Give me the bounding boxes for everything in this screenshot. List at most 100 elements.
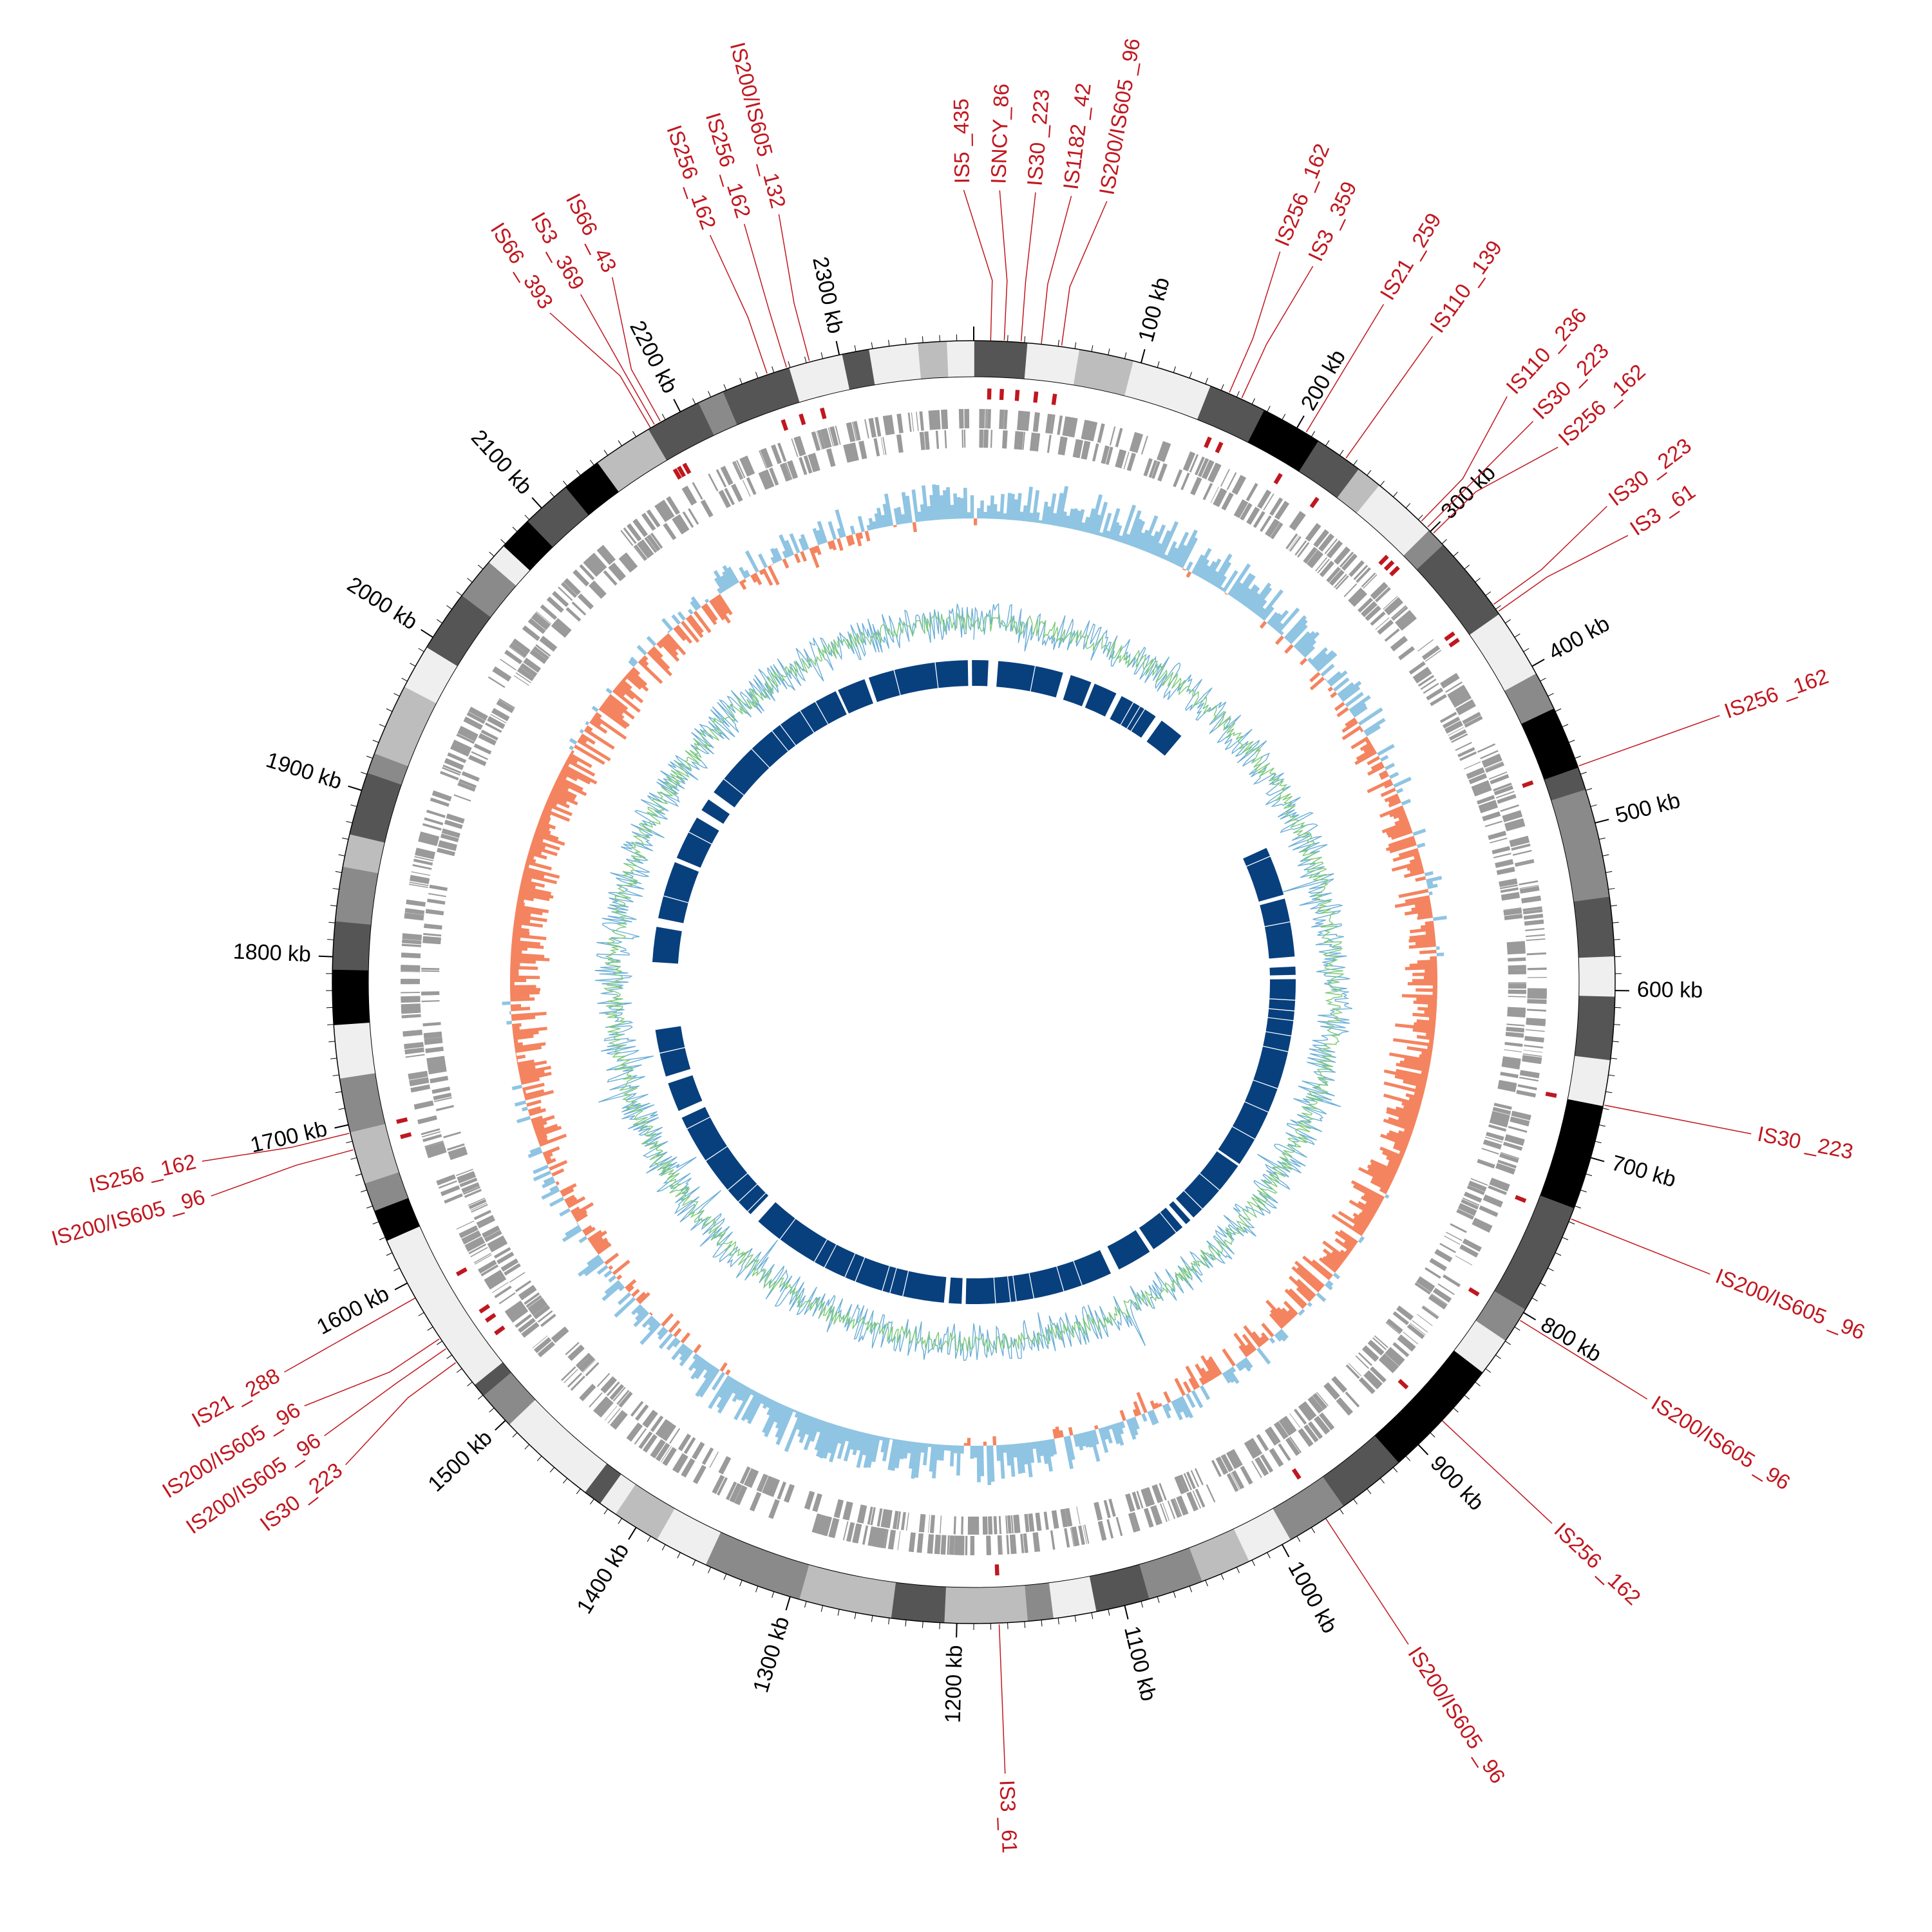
gene <box>990 430 993 448</box>
gc-skew-bar <box>1415 1086 1425 1092</box>
gc-skew-bar <box>720 574 731 589</box>
gene <box>1108 1499 1116 1517</box>
gene <box>535 644 551 657</box>
gene <box>1229 1448 1243 1468</box>
gc-skew-bar <box>929 495 936 520</box>
gene <box>911 1532 916 1553</box>
gene <box>918 1513 926 1533</box>
gc-skew-bar <box>1384 1194 1390 1199</box>
blast-block <box>655 1026 685 1053</box>
gene <box>826 448 836 468</box>
gc-skew-bar <box>535 829 559 841</box>
gene <box>986 1535 992 1555</box>
major-tick <box>318 955 333 958</box>
gc-skew-bar <box>1424 871 1434 876</box>
gene <box>1216 1456 1229 1475</box>
is-mark <box>494 1325 506 1336</box>
blast-block <box>728 1173 757 1202</box>
gene <box>1293 1408 1307 1425</box>
gene <box>531 1302 548 1316</box>
gene <box>1072 439 1078 457</box>
blast-block <box>1218 1126 1255 1164</box>
minor-tick <box>772 366 775 373</box>
gene <box>1383 596 1398 610</box>
gene <box>779 463 790 482</box>
gc-skew-bar <box>1276 1331 1287 1342</box>
gene <box>1170 1499 1181 1518</box>
gc-skew-bar <box>1133 1401 1142 1416</box>
gc-skew-bar <box>703 1364 715 1379</box>
gene <box>1392 1341 1410 1358</box>
gc-skew-bar <box>513 1034 534 1041</box>
is-leader-line <box>999 190 1008 341</box>
gc-skew-bar <box>812 546 818 554</box>
gc-skew-bar <box>1132 1416 1140 1430</box>
minor-tick <box>1392 1467 1398 1473</box>
gene <box>1097 423 1103 443</box>
ideogram-band <box>528 1417 577 1466</box>
gene <box>493 667 511 679</box>
ideogram-band <box>358 772 402 811</box>
gene <box>1020 411 1023 431</box>
gene <box>1365 1373 1379 1388</box>
gc-skew-bar <box>694 1361 710 1379</box>
gene <box>1490 1114 1510 1123</box>
kb-label: 1400 kb <box>572 1539 634 1618</box>
gene <box>1479 1205 1499 1217</box>
gene <box>1176 1497 1186 1516</box>
gc-skew-bar <box>1412 978 1437 983</box>
blast-block <box>687 1117 727 1160</box>
is-leader-line <box>324 1348 446 1437</box>
gene <box>1524 1045 1544 1049</box>
minor-tick <box>563 1478 568 1484</box>
is-element-label: IS200/IS605 _96 <box>49 1184 208 1250</box>
gene <box>1478 799 1497 811</box>
blast-block <box>1232 1102 1269 1139</box>
gc-skew-bar <box>1296 630 1316 651</box>
gc-skew-bar <box>800 551 808 562</box>
gene <box>427 898 446 905</box>
minor-tick <box>1353 1499 1358 1505</box>
gc-skew-bar <box>1254 599 1267 615</box>
gc-skew-bar <box>711 1372 726 1391</box>
gc-content-track <box>594 603 1352 1361</box>
minor-tick <box>1485 1368 1492 1373</box>
is-leader-line <box>549 312 650 428</box>
blast-block <box>1110 696 1133 725</box>
gene <box>1493 782 1512 791</box>
gc-skew-bar <box>1409 857 1421 864</box>
minor-tick <box>1007 1622 1009 1629</box>
gene <box>1482 1197 1502 1208</box>
gc-skew-bar <box>1392 851 1420 862</box>
gc-skew-bar <box>565 1197 578 1206</box>
minor-tick <box>372 739 379 743</box>
gene <box>1508 957 1526 962</box>
gc-skew-bar <box>516 1059 535 1066</box>
gene <box>757 1474 769 1493</box>
gc-skew-bar <box>1150 1400 1157 1410</box>
gene <box>468 710 486 721</box>
gene <box>1505 821 1525 831</box>
gc-skew-bar <box>809 547 820 569</box>
gene <box>646 535 660 552</box>
gc-skew-bar <box>1427 1046 1433 1050</box>
blast-block <box>894 662 938 696</box>
gene <box>1020 1533 1025 1553</box>
gc-skew-bar <box>1352 1184 1383 1203</box>
gene <box>1303 1401 1317 1417</box>
gene <box>953 1516 956 1535</box>
gene <box>415 848 435 857</box>
gene <box>516 668 534 681</box>
gene <box>862 1525 869 1545</box>
minor-tick <box>1540 677 1546 682</box>
gc-skew-bar <box>871 1435 881 1463</box>
gene <box>808 453 818 473</box>
minor-tick <box>477 1394 484 1400</box>
gc-skew-bar <box>1427 884 1438 889</box>
gene <box>477 1260 497 1274</box>
gc-skew-bar <box>1403 1105 1420 1113</box>
gene <box>1507 947 1526 952</box>
gc-skew-bar <box>1358 1167 1392 1186</box>
gene <box>882 437 887 455</box>
gene <box>1508 965 1526 971</box>
